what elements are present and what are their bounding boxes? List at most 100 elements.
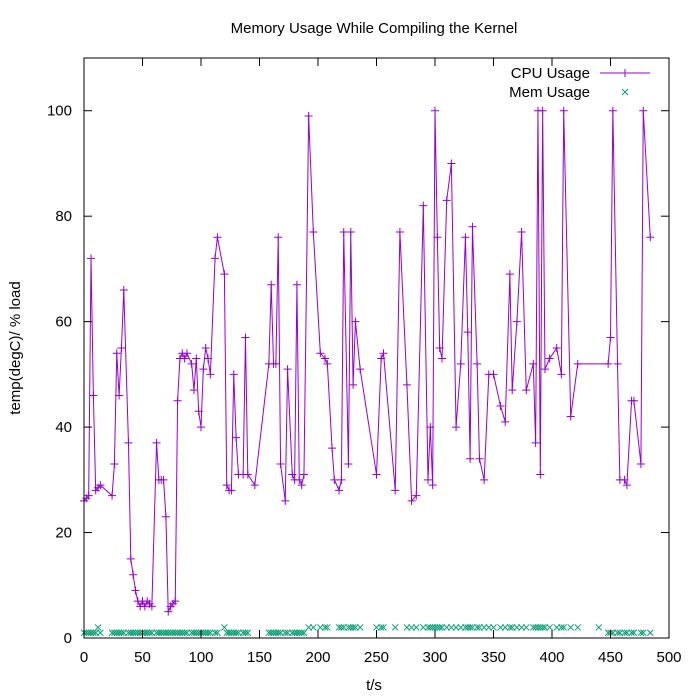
data-point-cpu-usage <box>192 354 201 363</box>
data-point-cpu-usage <box>545 354 554 363</box>
data-point-cpu-usage <box>140 602 149 611</box>
data-point-cpu-usage <box>112 349 121 358</box>
data-point-cpu-usage <box>391 486 400 495</box>
data-point-mem-usage <box>574 624 582 631</box>
data-point-mem-usage <box>232 629 240 637</box>
data-point-cpu-usage <box>243 470 252 479</box>
data-point-cpu-usage <box>620 475 629 484</box>
x-tick-label: 100 <box>188 649 213 666</box>
data-point-cpu-usage <box>171 597 180 606</box>
x-tick-label: 200 <box>305 649 330 666</box>
y-tick-label: 40 <box>55 419 72 436</box>
data-point-mem-usage <box>97 629 104 637</box>
data-point-cpu-usage <box>379 349 388 358</box>
data-point-cpu-usage <box>536 470 545 479</box>
data-point-cpu-usage <box>147 602 156 611</box>
data-point-cpu-usage <box>292 280 301 289</box>
data-point-cpu-usage <box>447 159 456 168</box>
legend-label-mem-usage: Mem Usage <box>509 84 590 101</box>
data-point-cpu-usage <box>328 444 337 453</box>
data-point-cpu-usage <box>197 423 205 432</box>
x-tick-label: 500 <box>656 649 681 666</box>
data-point-cpu-usage <box>517 228 526 236</box>
data-point-mem-usage <box>391 624 399 631</box>
data-point-cpu-usage <box>433 233 442 242</box>
data-point-cpu-usage <box>646 233 655 242</box>
data-point-mem-usage <box>490 624 497 631</box>
x-tick-label: 300 <box>422 649 447 666</box>
data-point-cpu-usage <box>159 475 168 484</box>
y-tick-label: 0 <box>64 630 72 647</box>
data-point-cpu-usage <box>283 365 292 374</box>
data-point-cpu-usage <box>529 359 538 368</box>
data-point-mem-usage <box>436 624 444 631</box>
data-point-cpu-usage <box>84 491 93 500</box>
data-point-mem-usage <box>646 629 654 637</box>
data-point-cpu-usage <box>461 233 470 242</box>
data-point-cpu-usage <box>505 270 514 279</box>
data-point-cpu-usage <box>431 106 439 115</box>
data-point-cpu-usage <box>271 359 280 368</box>
data-point-cpu-usage <box>131 586 140 595</box>
data-point-cpu-usage <box>180 354 189 363</box>
data-point-mem-usage <box>349 624 357 631</box>
data-point-mem-usage <box>567 624 575 631</box>
data-point-cpu-usage <box>407 496 416 505</box>
data-point-cpu-usage <box>438 354 447 363</box>
data-point-cpu-usage <box>480 475 489 484</box>
data-point-cpu-usage <box>566 412 575 421</box>
data-point-mem-usage <box>630 629 638 637</box>
data-point-mem-usage <box>321 624 329 631</box>
x-tick-label: 150 <box>247 649 272 666</box>
data-point-cpu-usage <box>629 396 638 405</box>
data-point-cpu-usage <box>115 391 124 400</box>
data-point-mem-usage <box>466 624 474 631</box>
data-point-mem-usage <box>274 629 282 637</box>
data-point-cpu-usage <box>323 359 332 368</box>
data-point-cpu-usage <box>220 270 229 279</box>
data-point-mem-usage <box>298 629 305 637</box>
data-point-mem-usage <box>628 629 635 637</box>
data-point-cpu-usage <box>173 396 182 405</box>
data-point-cpu-usage <box>227 486 236 495</box>
data-point-cpu-usage <box>124 438 133 447</box>
data-point-cpu-usage <box>538 106 547 115</box>
data-point-cpu-usage <box>356 365 365 374</box>
data-point-cpu-usage <box>330 475 339 484</box>
data-point-cpu-usage <box>508 386 517 395</box>
data-point-cpu-usage <box>241 333 250 342</box>
data-point-cpu-usage <box>501 417 510 426</box>
data-point-cpu-usage <box>304 112 313 120</box>
data-point-cpu-usage <box>606 333 615 342</box>
data-point-cpu-usage <box>559 106 568 115</box>
data-point-cpu-usage <box>152 438 161 447</box>
data-point-cpu-usage <box>613 359 622 368</box>
data-point-mem-usage <box>522 624 530 631</box>
data-point-cpu-usage <box>232 433 241 442</box>
data-point-cpu-usage <box>89 391 98 400</box>
data-point-cpu-usage <box>189 386 198 395</box>
data-point-mem-usage <box>546 624 554 631</box>
legend-marker-mem-usage <box>621 88 629 96</box>
data-point-cpu-usage <box>119 286 128 294</box>
data-point-cpu-usage <box>274 233 283 242</box>
data-point-cpu-usage <box>222 481 231 490</box>
data-point-cpu-usage <box>276 460 285 468</box>
data-point-cpu-usage <box>339 228 348 236</box>
data-point-cpu-usage <box>321 354 330 363</box>
data-point-mem-usage <box>377 624 385 631</box>
data-point-cpu-usage <box>452 423 461 432</box>
data-point-cpu-usage <box>412 491 421 500</box>
data-point-cpu-usage <box>473 359 482 368</box>
data-point-mem-usage <box>281 629 289 637</box>
data-point-cpu-usage <box>468 222 477 231</box>
plot-markers <box>80 106 655 637</box>
data-point-mem-usage <box>639 629 647 637</box>
data-point-cpu-usage <box>419 201 428 210</box>
data-point-cpu-usage <box>117 344 126 352</box>
data-point-cpu-usage <box>475 454 484 463</box>
data-point-cpu-usage <box>211 254 220 263</box>
data-point-cpu-usage <box>496 402 505 410</box>
data-point-mem-usage <box>560 624 568 631</box>
